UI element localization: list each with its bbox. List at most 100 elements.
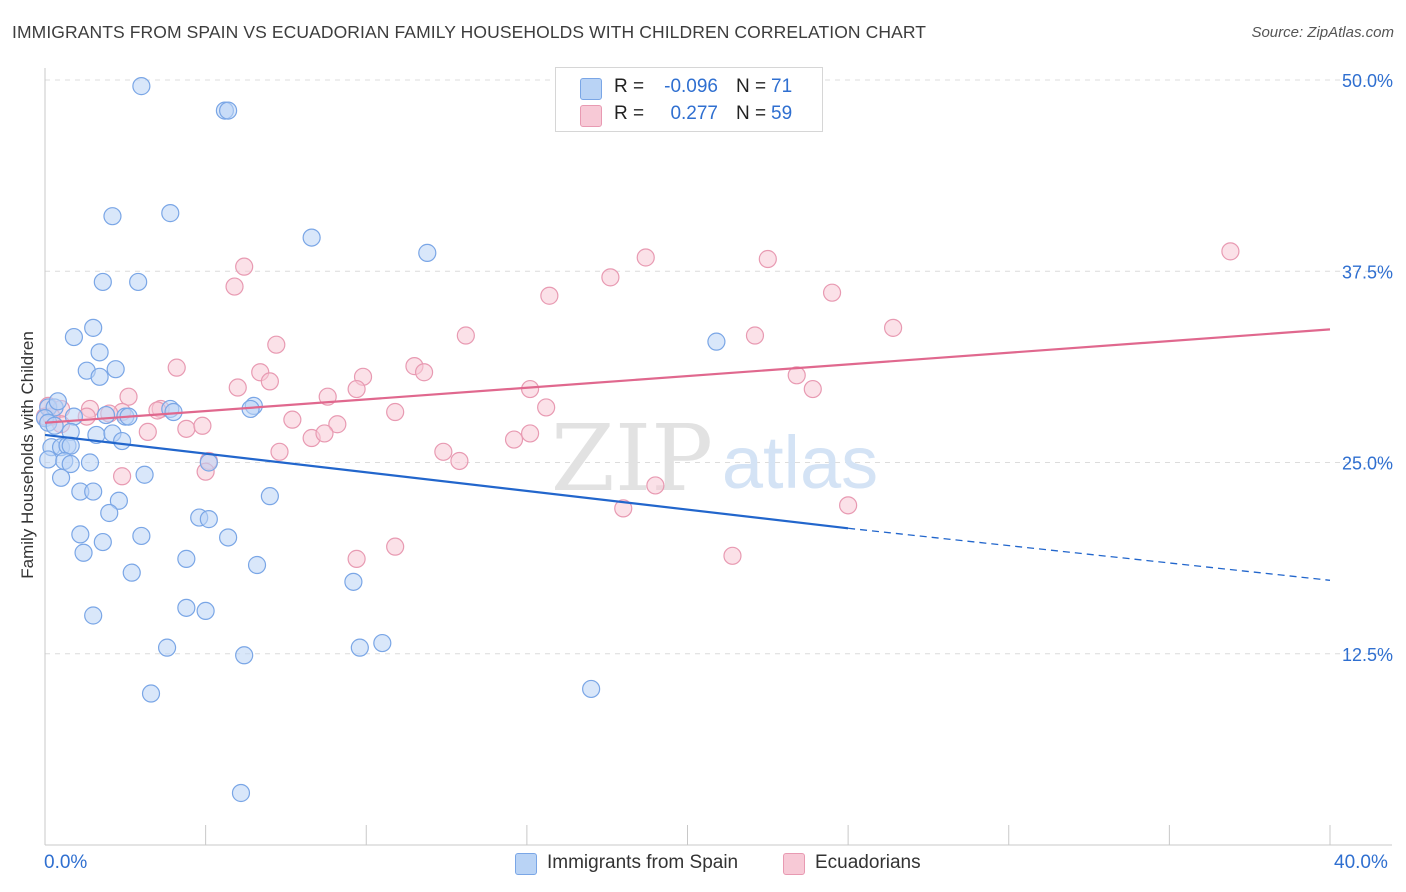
spain-point: [196, 601, 215, 621]
spain-point: [199, 453, 218, 472]
legend-n-label: N =: [736, 103, 767, 124]
ecuadorian-point: [225, 277, 244, 296]
legend-n-label: N =: [736, 76, 767, 97]
spain-point: [84, 606, 103, 625]
spain-point: [109, 491, 128, 510]
ecuadorian-point: [347, 379, 366, 399]
ecuadorian-point: [283, 410, 302, 429]
spain-point: [106, 360, 125, 379]
spain-point: [141, 684, 161, 703]
ecuadorian-point: [758, 249, 777, 269]
ecuadorian-point: [260, 372, 279, 391]
spain-point: [93, 272, 112, 292]
ecuadorian-point: [138, 422, 157, 441]
legend-r-value: 0.277: [670, 103, 718, 124]
spain-point: [199, 510, 218, 529]
ecuadorian-point: [177, 419, 196, 438]
ecuadorian-point: [434, 442, 453, 461]
spain-point: [90, 367, 109, 386]
spain-point: [45, 416, 64, 435]
ecuadorian-point: [267, 335, 286, 354]
ecuadorian-point: [167, 358, 186, 377]
spain-point: [84, 318, 103, 337]
spain-point: [157, 638, 177, 657]
source-label: Source: ZipAtlas.com: [1251, 24, 1394, 41]
ecuadorian-point: [386, 402, 405, 422]
spain-point: [71, 525, 90, 544]
ecuadorian-point: [883, 318, 903, 337]
y-tick-label: 25.0%: [1342, 454, 1393, 474]
watermark: ZIP atlas: [551, 405, 878, 512]
spain-point: [219, 101, 238, 120]
ecuadorian-point: [456, 326, 475, 345]
ecuadorian-point: [193, 416, 212, 435]
x-tick-label-max: 40.0%: [1334, 852, 1388, 873]
ecuadorian-point: [601, 268, 620, 287]
ecuadorian-point: [723, 546, 742, 565]
watermark-zip: ZIP: [551, 405, 713, 512]
spain-point: [418, 243, 437, 262]
watermark-atlas: atlas: [722, 421, 878, 504]
ecuadorian-point: [822, 283, 842, 302]
spain-point: [235, 646, 254, 665]
spain-point: [161, 204, 180, 223]
spain-point: [74, 543, 93, 562]
legend-row-spain: R = -0.096 N = 71: [556, 73, 822, 101]
grid-lines: [45, 79, 1392, 655]
spain-trend-line: [44, 433, 849, 530]
legend-label: Ecuadorians: [815, 852, 921, 873]
legend-n-value: 59: [771, 103, 793, 124]
ecuadorian-point: [520, 379, 540, 399]
ecuadorian-point: [636, 248, 655, 267]
spain-point: [39, 450, 58, 469]
spain-point: [132, 77, 151, 96]
spain-trend-extension: [848, 527, 1331, 581]
spain-point: [231, 783, 251, 803]
spain-point: [350, 638, 369, 657]
spain-point: [48, 392, 67, 411]
spain-point: [100, 503, 119, 523]
spain-point: [93, 532, 112, 552]
legend-swatch-blue: [515, 853, 537, 875]
legend-swatch-blue: [580, 78, 602, 100]
spain-point: [135, 465, 154, 484]
ecuadorian-point: [315, 424, 334, 443]
spain-point: [177, 598, 196, 617]
axes: [44, 68, 1392, 846]
legend-row-ecuadorians: R = 0.277 N = 59: [556, 100, 822, 128]
ecuadorian-point: [614, 499, 633, 518]
ecuadorian-point: [787, 366, 806, 385]
ecuadorian-point: [540, 286, 559, 305]
spain-point: [61, 454, 80, 474]
spain-point: [129, 272, 148, 292]
trend-lines: [44, 328, 1331, 581]
y-tick-label: 37.5%: [1342, 262, 1393, 282]
ecuadorian-point: [1221, 242, 1240, 261]
series-legend: Immigrants from Spain Ecuadorians: [0, 852, 1406, 878]
y-tick-label: 50.0%: [1342, 71, 1393, 91]
spain-point: [247, 555, 267, 575]
x-tick-label-min: 0.0%: [44, 852, 88, 873]
ecuadorian-point: [119, 387, 138, 406]
ecuadorian-point: [235, 257, 254, 276]
spain-point: [64, 327, 84, 347]
spain-point: [103, 207, 122, 226]
series-spain-points: [35, 77, 726, 803]
ecuadorian-point: [646, 476, 665, 495]
ecuadorian-trend-line: [44, 328, 1331, 424]
ecuadorian-point: [504, 430, 524, 449]
spain-point: [132, 526, 151, 546]
ecuadorian-point: [803, 379, 822, 399]
ecuadorian-point: [228, 378, 247, 397]
spain-point: [80, 453, 100, 472]
spain-point: [64, 407, 84, 426]
legend-swatch-pink: [783, 853, 805, 875]
spain-point: [373, 633, 392, 653]
spain-point: [260, 487, 279, 506]
y-tick-label: 12.5%: [1342, 645, 1393, 665]
ecuadorian-point: [386, 537, 405, 556]
spain-point: [707, 332, 726, 351]
spain-point: [122, 563, 141, 582]
ecuadorian-point: [537, 398, 556, 417]
